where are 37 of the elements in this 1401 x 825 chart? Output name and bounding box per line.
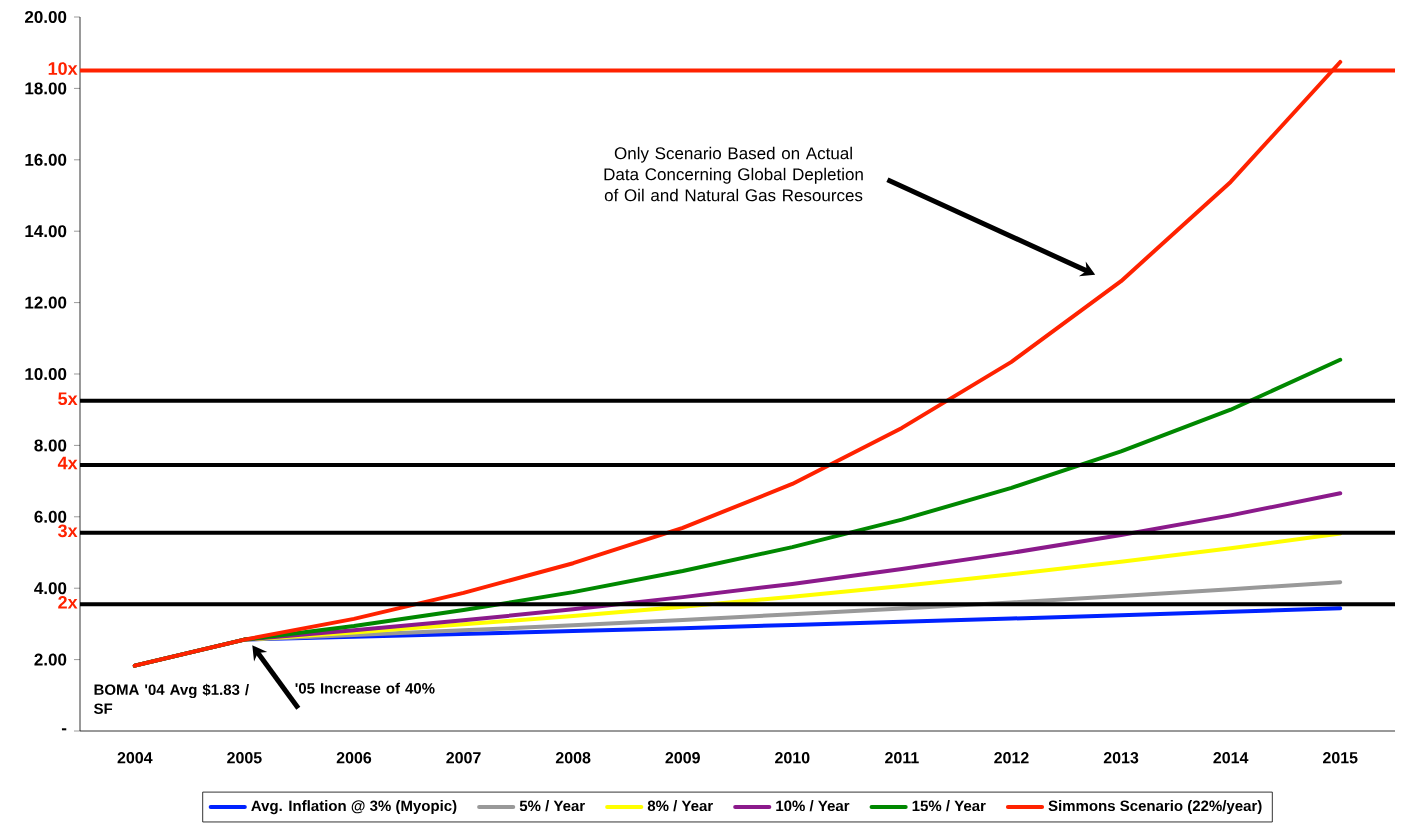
x-tick-label: 2007: [446, 752, 481, 764]
legend-label: 15% / Year: [912, 800, 986, 812]
y-tick-label: 4.00: [34, 582, 67, 595]
x-tick-label: 2008: [555, 752, 591, 764]
ref-line-label: 4x: [57, 456, 78, 470]
x-tick-label: 2009: [665, 752, 700, 764]
y-tick-label: 12.00: [25, 296, 67, 309]
x-tick-label: 2006: [336, 752, 372, 764]
annotation: '05 Increase of 40%: [295, 682, 435, 694]
x-tick-label: 2013: [1103, 752, 1139, 764]
legend-label: 5% / Year: [519, 800, 585, 812]
y-tick-label: 2.00: [34, 653, 67, 666]
y-tick-label: 20.00: [24, 10, 67, 24]
x-tick-label: 2014: [1213, 752, 1249, 764]
ref-line-label: 10x: [48, 62, 78, 75]
x-tick-label: 2012: [994, 752, 1029, 764]
y-tick-label: 14.00: [25, 225, 67, 238]
legend-label: 10% / Year: [776, 800, 850, 812]
x-tick-label: 2015: [1322, 752, 1358, 764]
ref-line-label: 3x: [57, 524, 78, 538]
y-tick-label: 18.00: [25, 82, 67, 95]
legend-label: Avg. Inflation @ 3% (Myopic): [251, 800, 457, 815]
legend-label: Simmons Scenario (22%/year): [1048, 800, 1262, 815]
ref-line-label: 5x: [58, 392, 78, 406]
y-tick-label: -: [61, 728, 67, 731]
ref-line-label: 2x: [58, 595, 78, 609]
annotation: Only Scenario Based on Actual Data Concerning Global Depletion of Oil and Natural Gas Resources: [604, 146, 863, 202]
annotation: BOMA '04 Avg $1.83 / SF: [93, 683, 249, 715]
legend-label: 8% / Year: [647, 800, 713, 812]
y-tick-label: 16.00: [25, 153, 67, 166]
x-tick-label: 2011: [885, 752, 919, 764]
x-tick-label: 2010: [775, 752, 810, 764]
y-tick-label: 8.00: [34, 439, 67, 452]
y-tick-label: 6.00: [34, 510, 67, 523]
x-tick-label: 2005: [227, 752, 262, 764]
y-tick-label: 10.00: [25, 368, 67, 381]
x-tick-label: 2004: [117, 752, 153, 764]
